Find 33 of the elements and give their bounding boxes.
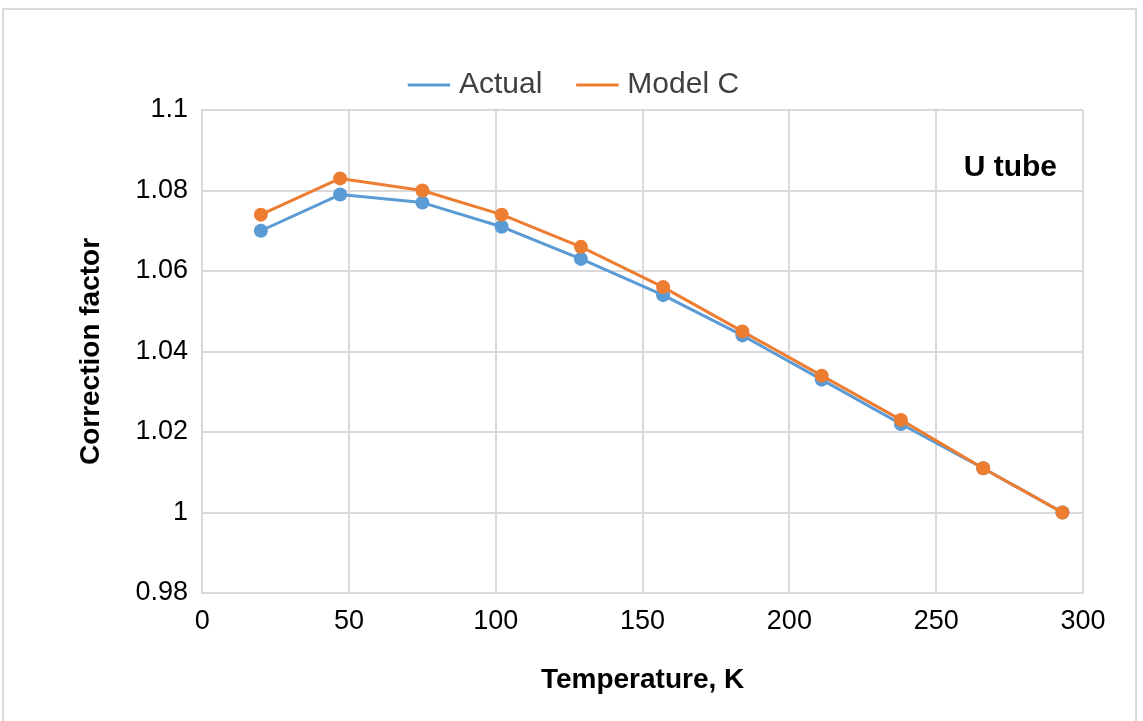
point <box>415 195 430 210</box>
point <box>814 368 829 383</box>
point <box>494 219 509 234</box>
point <box>415 183 430 198</box>
point <box>253 207 268 222</box>
x-tick-label: 50 <box>333 604 364 635</box>
point <box>333 187 348 202</box>
y-tick-label: 1.08 <box>135 173 189 204</box>
x-tick-label: 250 <box>913 604 959 635</box>
point <box>333 171 348 186</box>
point <box>573 239 588 254</box>
x-tick-label: 300 <box>1060 604 1106 635</box>
y-tick-label: 1 <box>173 495 189 526</box>
legend-label: Model C <box>627 66 740 100</box>
y-tick-label: 1.06 <box>135 254 189 285</box>
y-tick-label: 1.1 <box>150 93 189 124</box>
y-tick-label: 1.02 <box>135 415 189 446</box>
annotation: U tube <box>963 149 1057 183</box>
point <box>494 207 509 222</box>
x-tick-label: 100 <box>473 604 519 635</box>
x-axis-title: Temperature, K <box>540 662 745 694</box>
x-tick-label: 200 <box>766 604 812 635</box>
y-axis-title: Correction factor <box>73 237 105 466</box>
point <box>893 412 908 427</box>
point <box>656 280 671 295</box>
point <box>573 251 588 266</box>
legend-label: Actual <box>458 66 543 100</box>
x-tick-label: 0 <box>194 604 210 635</box>
point <box>735 324 750 339</box>
y-tick-label: 0.98 <box>135 576 189 607</box>
point <box>253 223 268 238</box>
y-tick-label: 1.04 <box>135 334 189 365</box>
x-tick-label: 150 <box>620 604 666 635</box>
